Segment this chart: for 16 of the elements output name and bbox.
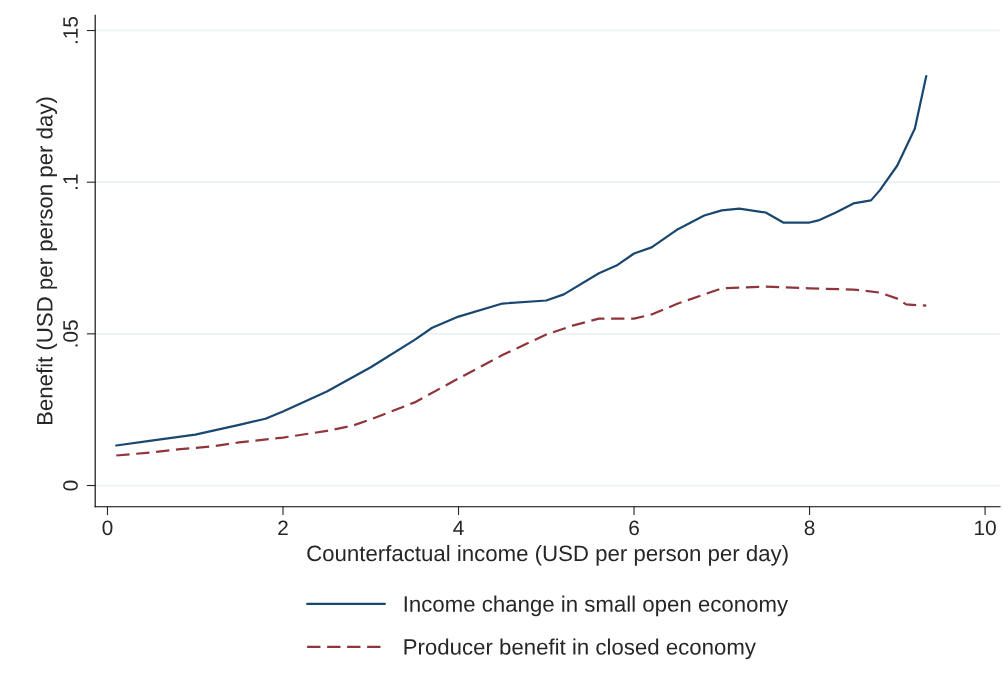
line-series — [115, 74, 928, 447]
x-tick-label: 0 — [102, 520, 113, 536]
y-axis-title: Benefit (USD per person per day) — [36, 97, 58, 425]
y-tick-label: .15 — [63, 16, 78, 44]
y-tick-label: .1 — [63, 174, 78, 189]
y-tick-label: 0 — [63, 480, 78, 491]
line-series — [115, 285, 928, 457]
legend-label: Income change in small open economy — [404, 595, 789, 617]
x-tick-label: 10 — [975, 520, 996, 536]
x-tick-label: 8 — [804, 520, 815, 536]
legend-label: Producer benefit in closed economy — [404, 638, 756, 660]
x-tick-label: 6 — [629, 520, 639, 536]
x-tick-label: 2 — [278, 520, 288, 536]
x-axis-title: Counterfactual income (USD per person per day) — [307, 544, 788, 566]
x-tick-label: 4 — [453, 520, 464, 536]
y-tick-label: .05 — [63, 320, 78, 347]
